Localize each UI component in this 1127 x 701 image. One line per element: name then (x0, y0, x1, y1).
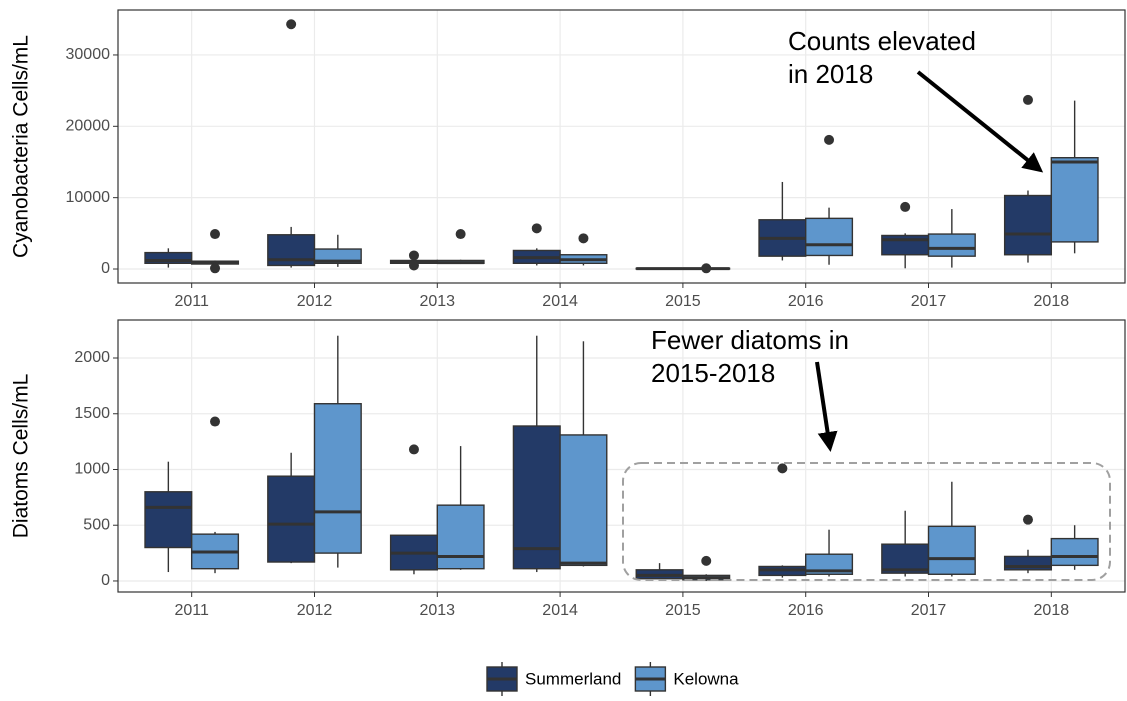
box (436, 504, 485, 570)
outlier (1022, 94, 1033, 105)
outlier (1022, 514, 1033, 525)
outlier (408, 444, 419, 455)
legend-label: Summerland (525, 669, 621, 688)
annotation: Counts elevated (788, 26, 976, 56)
x-tick-label: 2014 (542, 293, 578, 310)
outlier (701, 263, 712, 274)
y-axis-label: Diatoms Cells/mL (10, 374, 33, 539)
y-tick-label: 2000 (74, 349, 110, 366)
outlier (900, 201, 911, 212)
box (144, 491, 193, 549)
x-tick-label: 2017 (911, 293, 947, 310)
box (805, 553, 854, 575)
highlight-box (622, 462, 1111, 581)
outlier (777, 463, 788, 474)
outlier (578, 233, 589, 244)
y-tick-label: 10000 (66, 189, 111, 206)
y-tick-label: 30000 (66, 46, 111, 63)
box (267, 475, 316, 563)
box (1003, 194, 1053, 256)
panel-border (117, 9, 1126, 284)
box (313, 403, 362, 554)
x-tick-label: 2012 (297, 602, 333, 619)
y-axis-label: Cyanobacteria Cells/mL (10, 35, 33, 258)
y-tick-label: 0 (101, 260, 110, 277)
outlier (210, 263, 221, 274)
outlier (286, 19, 297, 30)
x-tick-label: 2011 (174, 293, 209, 310)
annotation: in 2018 (788, 59, 873, 89)
outlier (210, 229, 221, 240)
legend-label: Kelowna (673, 669, 739, 688)
x-tick-label: 2012 (297, 293, 333, 310)
outlier (531, 223, 542, 234)
x-tick-label: 2015 (665, 293, 701, 310)
y-tick-label: 500 (83, 516, 110, 533)
outlier (408, 250, 419, 261)
box (927, 525, 976, 575)
box (927, 233, 976, 257)
box (144, 251, 193, 265)
arrow (815, 361, 838, 452)
x-tick-label: 2013 (419, 293, 455, 310)
x-tick-label: 2011 (174, 602, 209, 619)
y-tick-label: 1000 (74, 461, 110, 478)
x-tick-label: 2018 (1034, 293, 1070, 310)
x-tick-label: 2013 (419, 602, 455, 619)
outlier (408, 260, 419, 271)
annotation: Fewer diatoms in (651, 325, 849, 355)
y-tick-label: 0 (101, 572, 110, 589)
box (559, 434, 608, 567)
y-tick-label: 1500 (74, 405, 110, 422)
outlier (701, 555, 712, 566)
outlier (455, 229, 466, 240)
box (1050, 157, 1099, 243)
y-tick-label: 20000 (66, 118, 111, 135)
panel-border (117, 319, 1126, 593)
arrow (916, 70, 1044, 173)
box (1050, 537, 1099, 567)
outlier (210, 416, 221, 427)
x-tick-label: 2015 (665, 602, 701, 619)
x-tick-label: 2014 (542, 602, 578, 619)
x-tick-label: 2016 (788, 293, 824, 310)
x-tick-label: 2016 (788, 602, 824, 619)
outlier (824, 134, 835, 145)
annotation: 2015-2018 (651, 358, 775, 388)
x-tick-label: 2017 (911, 602, 947, 619)
x-tick-label: 2018 (1034, 602, 1070, 619)
box (805, 217, 854, 257)
